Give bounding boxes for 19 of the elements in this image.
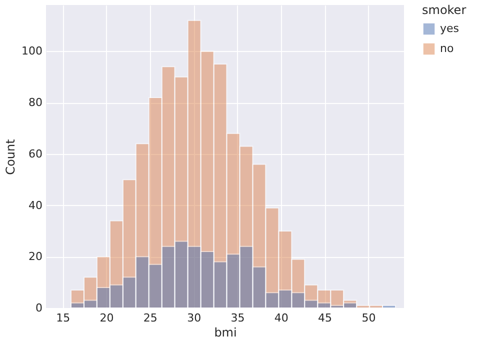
y-tick-label: 20: [28, 250, 42, 264]
legend-label: yes: [440, 22, 460, 35]
x-tick-label: 25: [143, 312, 158, 324]
y-tick-label: 80: [28, 96, 42, 110]
y-axis-title: Count: [4, 138, 18, 175]
y-tick-label: 100: [22, 44, 42, 58]
y-tick-label: 60: [28, 147, 42, 160]
x-tick-label: 30: [187, 312, 202, 324]
x-tick-label: 45: [318, 312, 332, 324]
x-tick-label: 50: [362, 312, 376, 324]
legend-title: smoker: [422, 3, 466, 17]
legend-label: no: [440, 42, 454, 55]
y-tick-label: 0: [36, 302, 42, 314]
x-tick-label: 15: [56, 312, 70, 324]
x-tick-label: 20: [100, 312, 114, 324]
x-tick-label: 35: [230, 312, 245, 324]
x-tick-label: 40: [274, 312, 288, 324]
x-axis-title: bmi: [214, 326, 237, 340]
y-tick-label: 40: [28, 198, 42, 212]
